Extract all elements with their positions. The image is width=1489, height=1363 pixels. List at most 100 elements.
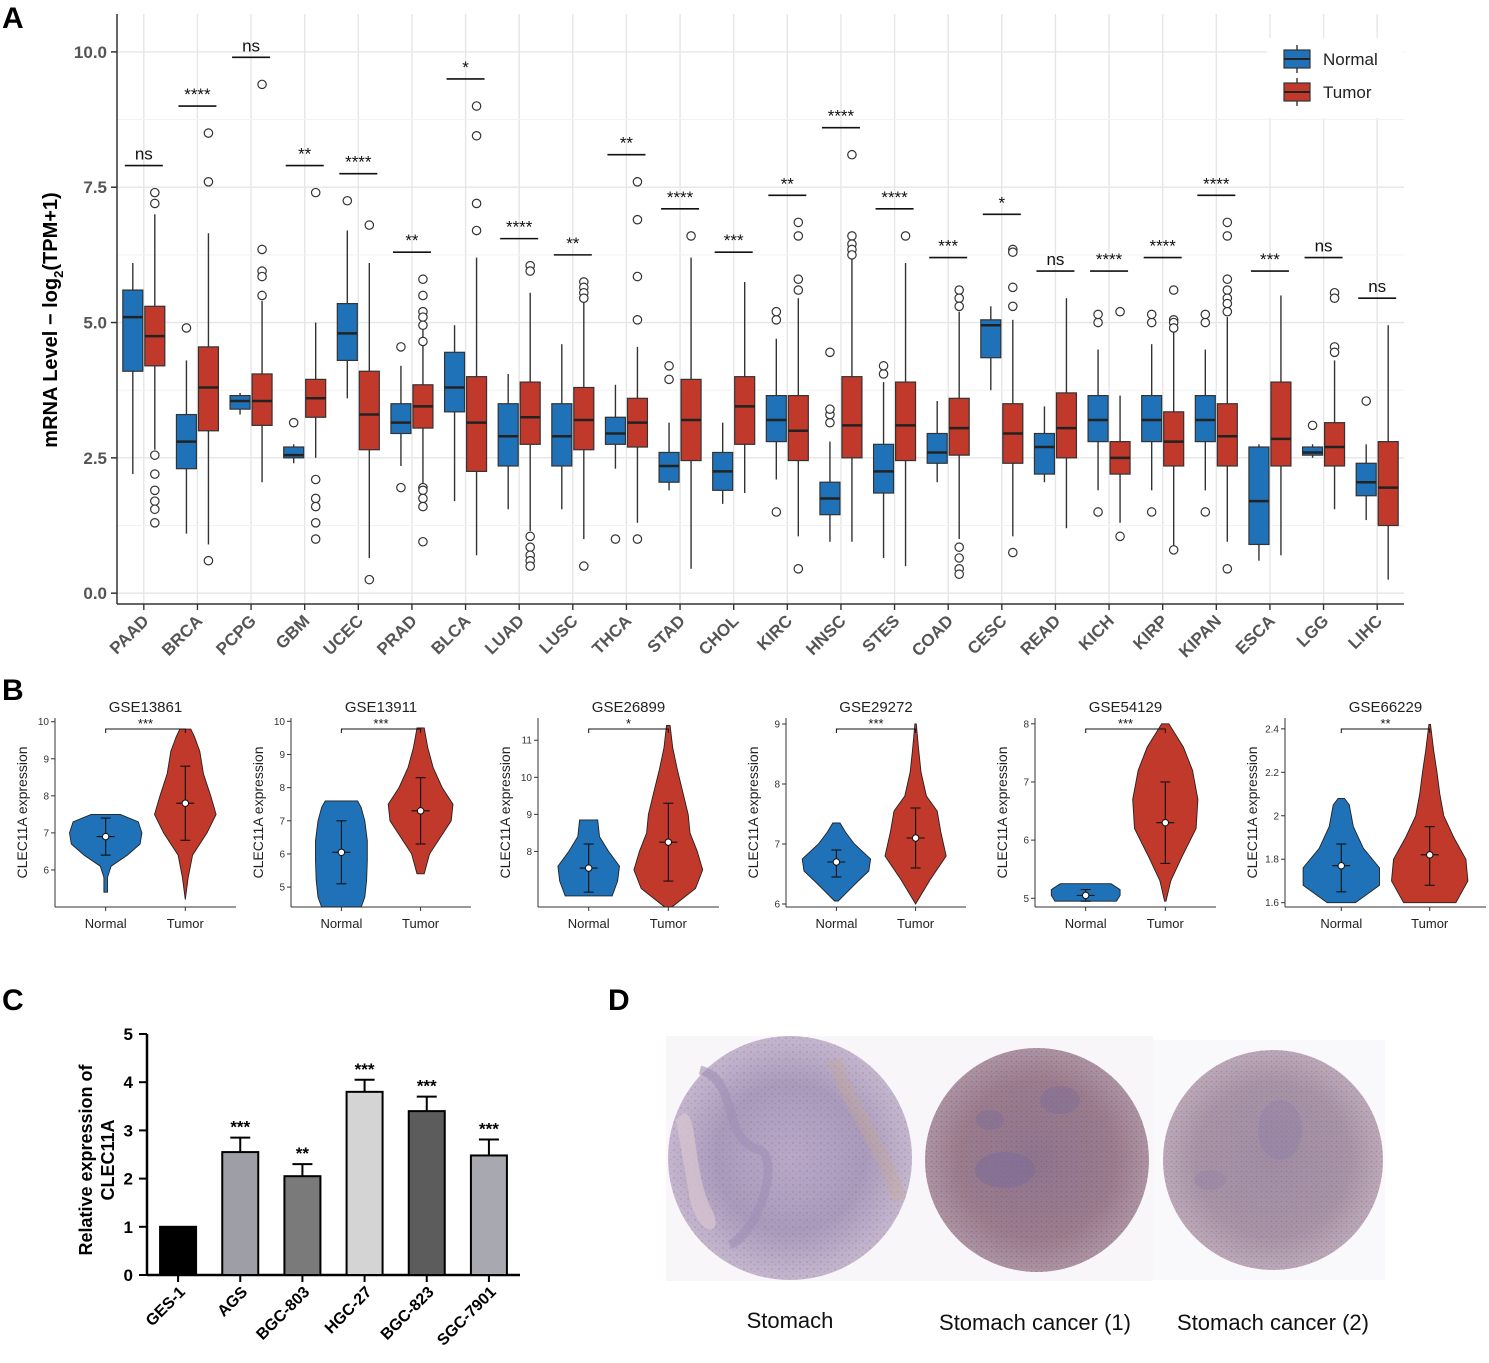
- tumor-box-paad-outlier: [150, 469, 160, 479]
- tumor-box-gbm-outlier: [310, 474, 321, 485]
- significance-label: ***: [724, 231, 744, 250]
- normal-box-lusc-box: [551, 403, 573, 467]
- tumor-box-kipan-outlier: [1222, 285, 1233, 295]
- violin-panel-gse29272: GSE29272 6 7 8 9 CLEC11A expression Normal Tumo…: [745, 699, 966, 931]
- normal-box-paad-box: [122, 289, 144, 372]
- violin-normal-mean-point: [584, 864, 593, 872]
- violin-y-tick-label: 6: [279, 849, 285, 860]
- category-label-brca: BRCA: [158, 611, 206, 659]
- category-label-cesc: CESC: [964, 611, 1011, 658]
- bar-ags: [221, 1151, 260, 1276]
- normal-box-prad-outlier: [396, 342, 406, 352]
- significance-label: **: [298, 145, 312, 164]
- significance-label: *: [999, 193, 1006, 212]
- violin-normal-mean-point: [1337, 862, 1345, 870]
- violin-category-tumor: Tumor: [167, 916, 205, 931]
- tumor-box-hnsc-outlier: [847, 250, 857, 260]
- normal-box-kich-outlier: [1093, 317, 1103, 328]
- violin-tumor-mean-point: [911, 834, 920, 842]
- normal-box-kirp-outlier: [1146, 309, 1157, 320]
- violin-tumor-mean-point: [181, 799, 190, 807]
- significance-label: ****: [506, 218, 533, 237]
- violin-y-label: CLEC11A expression: [250, 746, 266, 878]
- tumor-box-kipan-box: [1216, 403, 1238, 467]
- tumor-box-blca-outlier: [471, 101, 482, 111]
- panel-c-barchart: 0 1 2 3 4 5 GES-1 *** AGS ** BGC-803 *** HGC-27 *** BG…: [124, 1025, 520, 1349]
- tumor-box-coad-outlier: [954, 285, 964, 295]
- stomach-cancer-1-core-image: [925, 1048, 1149, 1272]
- normal-box-kipan-outlier: [1200, 309, 1211, 320]
- tumor-box-kich-outlier: [1115, 306, 1125, 317]
- normal-box-kirp-outlier: [1146, 317, 1157, 328]
- tumor-box-thca-outlier: [632, 271, 643, 282]
- category-label-thca: THCA: [588, 611, 635, 658]
- violin-significance-bracket: [105, 728, 186, 733]
- category-label-chol: CHOL: [695, 611, 742, 658]
- tumor-box-coad-outlier: [954, 569, 964, 580]
- violin-category-tumor: Tumor: [402, 916, 440, 931]
- tumor-box-thca-outlier: [632, 214, 643, 225]
- tumor-box-hnsc-outlier: [847, 231, 857, 241]
- violin-title: GSE13911: [345, 699, 417, 716]
- violin-tumor-mean-point: [664, 838, 673, 846]
- normal-box-kipan-box: [1194, 395, 1216, 443]
- tumor-box-lusc-outlier: [579, 561, 589, 571]
- violin-category-normal: Normal: [85, 916, 127, 931]
- tumor-box-thca-outlier: [632, 534, 643, 544]
- violin-category-tumor: Tumor: [897, 916, 935, 931]
- tumor-box-prad-outlier: [418, 485, 428, 496]
- tumor-box-kirp-outlier: [1168, 285, 1179, 295]
- tumor-box-pcpg-outlier: [257, 244, 267, 255]
- significance-label: ns: [1046, 250, 1064, 269]
- violin-tumor: [1391, 724, 1469, 904]
- tumor-box-luad-outlier: [525, 531, 535, 542]
- normal-box-gbm-outlier: [288, 417, 299, 428]
- violin-category-normal: Normal: [1065, 916, 1107, 931]
- tumor-box-paad-outlier: [150, 485, 160, 496]
- tumor-box-ucec-outlier: [364, 574, 375, 585]
- tumor-box-blca-box: [465, 376, 488, 472]
- violin-y-tick-label: 6: [774, 900, 780, 911]
- violin-category-normal: Normal: [568, 916, 610, 931]
- tumor-box-thca-outlier: [632, 176, 643, 187]
- tumor-box-brca-outlier: [203, 128, 214, 138]
- bar-hgc-27-label: HGC-27: [322, 1284, 376, 1338]
- tumor-box-coad-outlier: [954, 293, 964, 303]
- violin-normal-mean-point: [1081, 891, 1090, 900]
- tumor-box-lgg-box: [1323, 422, 1346, 467]
- violin-y-tick-label: 5: [1023, 894, 1029, 905]
- normal-box-kirc-box: [765, 395, 787, 443]
- significance-label: ****: [1096, 250, 1123, 269]
- tumor-box-pcpg-outlier: [257, 79, 267, 90]
- tumor-box-lgg-outlier: [1329, 293, 1340, 303]
- bar-y-tick-label: 4: [124, 1073, 134, 1092]
- normal-box-kich-box: [1087, 395, 1109, 443]
- tumor-box-coad-outlier: [954, 553, 964, 563]
- normal-box-kich-outlier: [1093, 309, 1103, 320]
- normal-box-lihc-box: [1355, 462, 1377, 497]
- tumor-box-prad-outlier: [418, 320, 428, 331]
- violin-category-tumor: Tumor: [1411, 916, 1449, 931]
- violin-y-tick-label: 11: [522, 736, 533, 747]
- normal-box-hnsc-outlier: [825, 404, 835, 414]
- violin-significance-label: ***: [1118, 716, 1133, 731]
- tumor-box-prad-outlier: [418, 274, 428, 285]
- category-label-lgg: LGG: [1293, 611, 1332, 650]
- panel-letter-b: B: [2, 674, 24, 707]
- violin-tumor-mean-point: [1161, 818, 1170, 827]
- tumor-box-cesc-outlier: [1008, 301, 1018, 312]
- normal-box-stad-outlier: [664, 374, 674, 385]
- bar-ags-label: AGS: [215, 1284, 252, 1321]
- tumor-box-kipan-outlier: [1222, 274, 1233, 285]
- category-label-read: READ: [1017, 611, 1064, 658]
- violin-title: GSE66229: [1349, 699, 1422, 716]
- violin-category-normal: Normal: [320, 916, 362, 931]
- bar-y-tick-label: 0: [124, 1266, 133, 1285]
- violin-significance-bracket: [1085, 728, 1166, 733]
- violin-significance-label: ***: [138, 716, 153, 731]
- bar-hgc-27: [345, 1090, 384, 1276]
- normal-box-esca-box: [1248, 446, 1270, 546]
- violin-y-tick-label: 10: [521, 773, 533, 784]
- panel-d-ihc-images: Stomach Stomach cancer (1) Stomach cance…: [666, 1036, 1385, 1335]
- panel-c-y-label-line2: CLEC11A: [98, 1119, 118, 1200]
